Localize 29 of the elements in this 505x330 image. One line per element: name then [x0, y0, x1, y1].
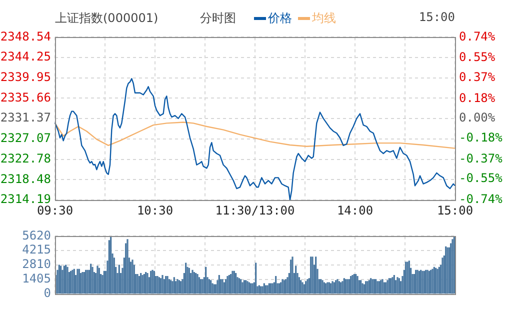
y-tick-label: 2318.48 — [0, 172, 51, 186]
y-tick-label: 2344.25 — [0, 50, 51, 64]
text: 15:00 — [418, 10, 455, 24]
chart-subtitle: 分时图 — [200, 10, 236, 27]
y2-tick-label: 0.74% — [459, 29, 496, 44]
y-tick-label: 5620 — [22, 228, 51, 242]
y-tick-label: 2339.95 — [0, 70, 51, 84]
y-tick-label: 2810 — [22, 257, 51, 272]
y2-tick-label: -0.55% — [459, 171, 504, 186]
y2-tick-label: -0.37% — [459, 151, 504, 166]
y-tick-label: 2327.07 — [0, 131, 51, 146]
legend-label: 均线 — [312, 10, 336, 27]
x-tick-label: 10:30 — [136, 203, 174, 218]
x-tick-label: 14:00 — [336, 203, 374, 218]
chart-title: 上证指数(000001) — [55, 10, 158, 27]
y-tick-label: 4215 — [22, 242, 51, 257]
y-tick-label: 2348.54 — [0, 29, 51, 44]
y2-tick-label: 0.55% — [459, 50, 496, 64]
x-tick-label: 11:30/13:00 — [215, 203, 295, 218]
y2-tick-label: 0.00% — [459, 110, 496, 125]
y-tick-label: 2331.37 — [0, 110, 51, 125]
y2-tick-label: 0.18% — [459, 90, 496, 105]
y2-tick-label: -0.18% — [459, 130, 504, 145]
y-tick-label: 2322.78 — [0, 151, 51, 166]
y-tick-label: 0 — [44, 286, 51, 300]
y-tick-label: 1405 — [22, 272, 51, 286]
y-tick-label: 2335.66 — [0, 90, 51, 104]
legend-label: 价格 — [268, 10, 292, 27]
y2-tick-label: 0.37% — [459, 70, 496, 84]
